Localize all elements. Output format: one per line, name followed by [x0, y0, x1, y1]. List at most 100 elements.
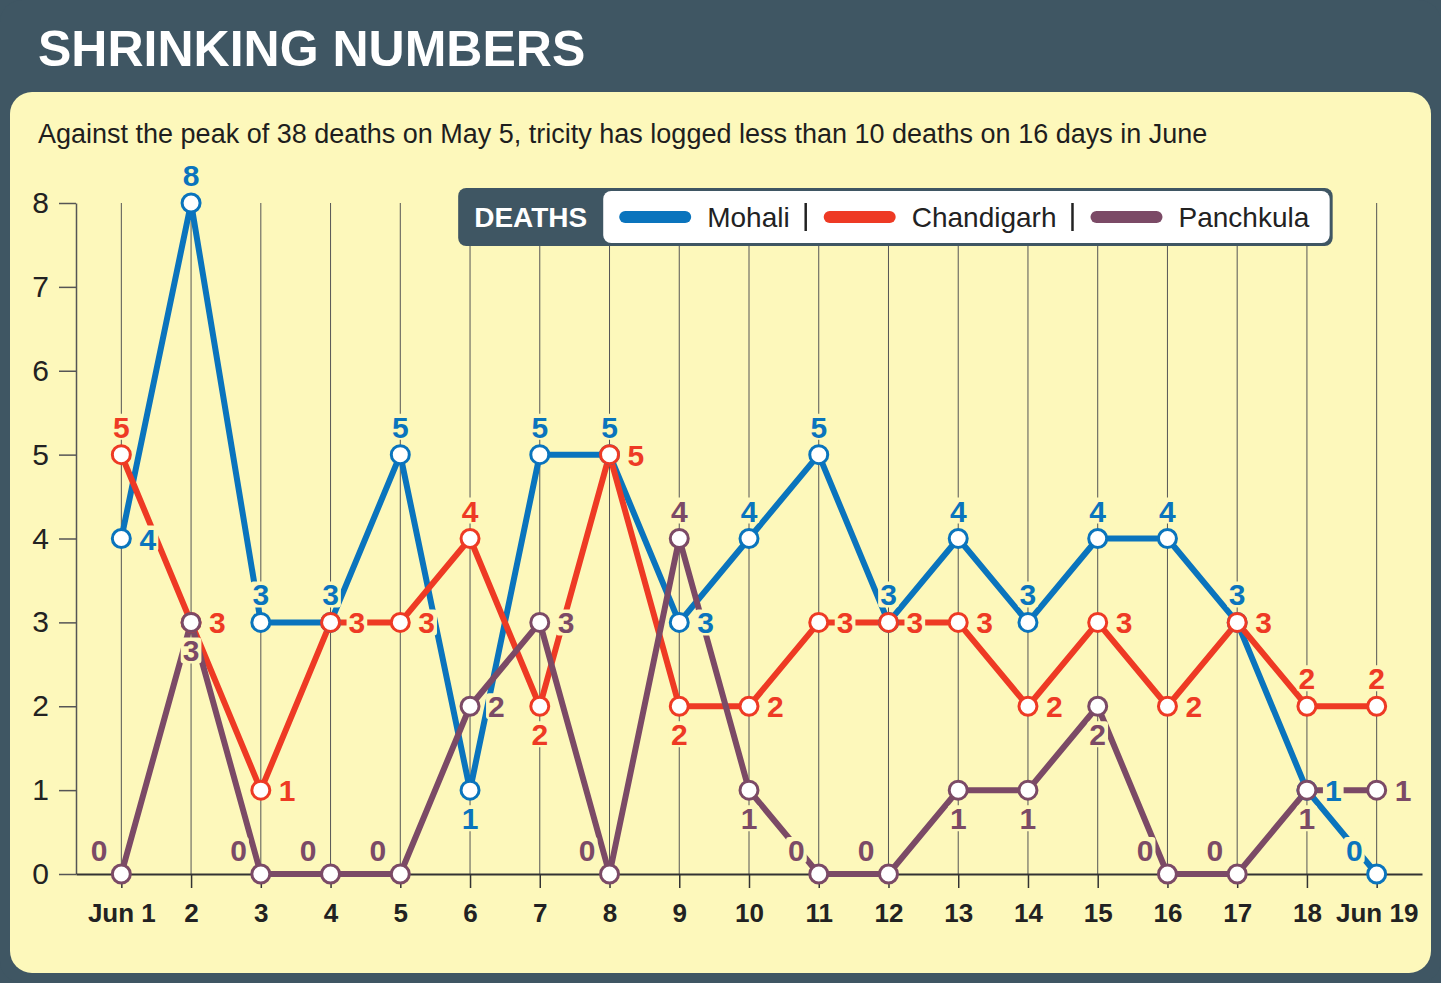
data-label: 1: [1393, 774, 1414, 807]
x-tick-label: 3: [254, 898, 268, 928]
legend-frame: [458, 188, 1332, 246]
x-tick-label: 18: [1293, 898, 1322, 928]
x-grid-line: [539, 203, 540, 874]
data-label: 5: [599, 411, 620, 444]
x-tick-label: 2: [184, 898, 198, 928]
data-label-text: 3: [349, 606, 366, 639]
y-tick-mark: [59, 706, 76, 708]
data-label: 0: [577, 834, 598, 867]
y-tick-label: 1: [32, 773, 49, 806]
data-label: 4: [1087, 495, 1108, 528]
x-axis: Jun 123456789101112131415161718Jun 19: [77, 874, 1423, 928]
series-marker: [252, 865, 270, 883]
y-tick-mark: [59, 874, 76, 876]
series-marker: [1089, 697, 1107, 715]
data-label-text: 3: [880, 578, 897, 611]
legend-swatch: [1096, 211, 1156, 223]
legend: DEATHSMohaliChandigarhPanchkula: [458, 188, 1332, 246]
data-label-text: 3: [1229, 578, 1246, 611]
data-label: 4: [1157, 495, 1178, 528]
series-marker: [601, 446, 619, 464]
data-label-text: 3: [906, 606, 923, 639]
series-marker: [1228, 613, 1246, 631]
data-label: 0: [89, 834, 110, 867]
data-label-text: 0: [1206, 834, 1223, 867]
series-marker: [949, 613, 967, 631]
data-label: 3: [695, 606, 716, 639]
legend-separator: [804, 203, 807, 231]
legend-label: Panchkula: [1178, 202, 1309, 233]
y-tick-label: 7: [32, 270, 49, 303]
data-label: 5: [529, 411, 550, 444]
series-marker: [1158, 530, 1176, 548]
series-marker: [810, 613, 828, 631]
y-tick: 1: [32, 773, 76, 806]
x-tick-mark: [1307, 874, 1309, 888]
series-marker: [670, 530, 688, 548]
series-marker: [1298, 697, 1316, 715]
x-tick-label: 9: [673, 898, 687, 928]
data-label: 3: [878, 578, 899, 611]
data-label-text: 4: [741, 495, 758, 528]
y-tick-label: 3: [32, 605, 49, 638]
x-tick-label: 7: [533, 898, 547, 928]
x-tick-mark: [540, 874, 542, 888]
x-grid-line: [888, 203, 889, 874]
y-tick: 4: [32, 522, 76, 555]
data-label: 2: [1087, 718, 1108, 751]
x-tick-label: 17: [1223, 898, 1252, 928]
x-tick-label: 6: [463, 898, 477, 928]
y-tick-mark: [59, 454, 76, 456]
x-tick-mark: [1028, 874, 1030, 888]
x-tick: 9: [673, 874, 687, 928]
x-tick-label: 13: [944, 898, 973, 928]
data-label-text: 1: [279, 774, 296, 807]
x-tick-label: 11: [805, 898, 833, 928]
data-labels: 5408333103305304215325504324215303304313…: [89, 159, 1414, 867]
series-marker: [182, 194, 200, 212]
x-tick: 2: [184, 874, 198, 928]
y-tick-mark: [59, 203, 76, 205]
series-marker: [182, 613, 200, 631]
subtitle: Against the peak of 38 deaths on May 5, …: [38, 119, 1207, 149]
data-label-text: 3: [558, 606, 575, 639]
data-label: 3: [1018, 578, 1039, 611]
data-label: 0: [1344, 834, 1365, 867]
data-label: 4: [669, 495, 690, 528]
x-tick-label: 12: [875, 898, 904, 928]
series-marker: [391, 865, 409, 883]
y-tick-label: 8: [32, 186, 49, 219]
data-label-text: 0: [91, 834, 108, 867]
data-label-text: 5: [601, 411, 618, 444]
data-label: 3: [556, 606, 577, 639]
data-label: 1: [739, 802, 760, 835]
y-tick-mark: [59, 371, 76, 373]
y-tick-label: 2: [32, 689, 49, 722]
x-tick: 13: [944, 874, 973, 928]
data-label-text: 3: [697, 606, 714, 639]
series-line: [121, 539, 1376, 875]
data-label: 1: [1297, 802, 1318, 835]
data-label: 3: [207, 606, 228, 639]
data-label-text: 1: [1325, 774, 1342, 807]
grid: [121, 203, 1376, 874]
x-grid-line: [818, 203, 819, 874]
data-label-text: 5: [392, 411, 409, 444]
series-marker: [740, 530, 758, 548]
x-grid-line: [1376, 203, 1377, 874]
x-tick-label: 15: [1084, 898, 1113, 928]
series-marker: [879, 613, 897, 631]
x-grid-line: [400, 203, 401, 874]
data-label-text: 0: [370, 834, 387, 867]
legend-box: [603, 191, 1329, 243]
x-tick: 10: [735, 874, 764, 928]
data-label: 2: [1044, 690, 1065, 723]
data-label-text: 1: [1299, 802, 1316, 835]
data-label: 5: [626, 439, 647, 472]
data-label-text: 4: [950, 495, 967, 528]
x-grid-line: [330, 203, 331, 874]
series-marker: [112, 446, 130, 464]
data-label: 0: [786, 834, 807, 867]
data-label: 3: [835, 606, 856, 639]
data-label: 0: [298, 834, 319, 867]
